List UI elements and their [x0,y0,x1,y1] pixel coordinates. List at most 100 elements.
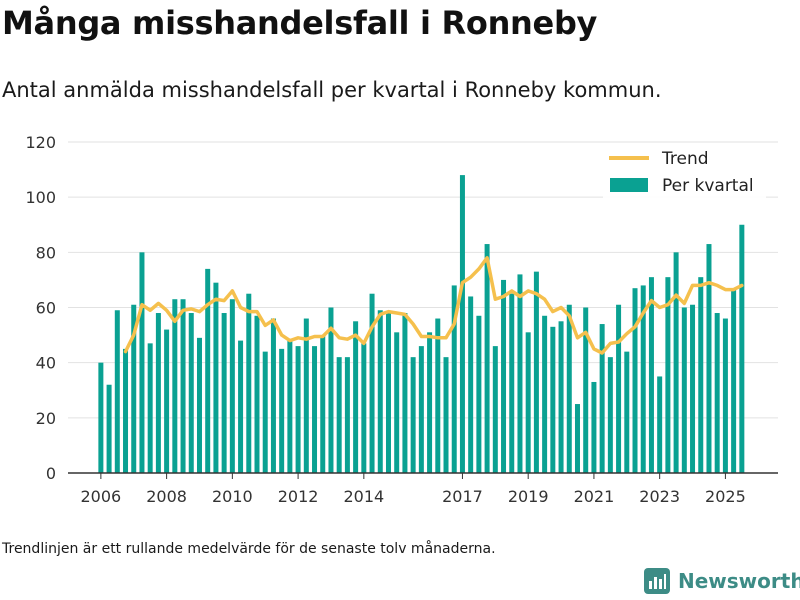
bar [722,318,728,473]
bar [312,346,318,473]
bar [698,277,704,473]
bar [591,381,597,473]
bar [739,224,745,473]
y-tick-label: 80 [36,243,56,262]
chart-subtitle: Antal anmälda misshandelsfall per kvarta… [2,78,662,102]
bar [492,346,498,473]
bar [706,244,712,473]
x-tick-label: 2006 [81,487,122,506]
x-tick-label: 2025 [705,487,746,506]
x-axis: 2006 2008 2010 2012 2014 2017 2019 2021 2023 2025 [68,472,778,506]
bar [361,343,367,473]
bar [106,384,112,473]
chart-title: Många misshandelsfall i Ronneby [2,4,598,42]
bar [336,357,342,473]
bar [353,321,359,473]
brand[interactable]: Newsworthy [644,568,800,594]
legend: Trend Per kvartal [603,144,766,210]
x-tick-label: 2019 [508,487,549,506]
x-tick-label: 2017 [442,487,483,506]
bar [517,274,523,473]
bar [320,335,326,473]
bar [270,318,276,473]
bar [410,357,416,473]
y-tick-label: 0 [46,464,56,483]
bar [246,293,252,473]
bar [344,357,350,473]
bar [279,348,285,473]
bar [287,340,293,473]
bar [229,299,235,473]
bar [328,307,334,473]
bar [196,337,202,473]
x-tick-label: 2014 [343,487,384,506]
bar-series [98,175,745,473]
bar [665,277,671,473]
bar [213,282,219,473]
bar [131,304,137,473]
bar [418,346,424,473]
trend-line [123,256,744,355]
y-tick-label: 120 [25,133,56,152]
bar [139,252,145,473]
bar [673,252,679,473]
x-tick-label: 2021 [574,487,615,506]
y-tick-label: 60 [36,299,56,318]
bar [640,285,646,473]
chart: 0 20 40 60 80 100 120 2006 2008 2010 2012 2014 2017… [25,133,778,506]
bar [476,315,482,473]
y-tick-label: 100 [25,188,56,207]
bar [550,326,556,473]
bar [377,310,383,473]
bar [731,288,737,473]
bar [690,304,696,473]
bar [262,351,268,473]
bar [681,307,687,473]
bar [254,315,260,473]
y-tick-label: 20 [36,409,56,428]
bar [542,315,548,473]
bar [574,404,580,473]
bar [501,279,507,473]
bar [303,318,309,473]
x-tick-label: 2008 [146,487,187,506]
newsworthy-logo-icon [644,568,670,594]
footnote: Trendlinjen är ett rullande medelvärde f… [2,541,496,557]
bar [714,313,720,473]
x-tick-label: 2012 [278,487,319,506]
legend-trend-label: Trend [661,149,709,169]
bar [632,288,638,473]
bar [624,351,630,473]
bar [657,376,663,473]
brand-name: Newsworthy [678,569,800,593]
bar [459,175,465,473]
x-tick-label: 2010 [212,487,253,506]
x-tick-label: 2023 [639,487,680,506]
bar [533,271,539,473]
bar [155,313,161,473]
bar [451,285,457,473]
legend-bar-label: Per kvartal [662,176,754,196]
bar [427,332,433,473]
bar [188,313,194,473]
bar [114,310,120,473]
bar [221,313,227,473]
bar [402,313,408,473]
bar [123,348,129,473]
bar [180,299,186,473]
bar [443,357,449,473]
bar [435,318,441,473]
bar [566,304,572,473]
bar [509,293,515,473]
bar [238,340,244,473]
bar [607,357,613,473]
legend-bar-swatch [610,178,648,192]
bar [484,244,490,473]
bar [385,313,391,473]
bar [98,362,104,473]
y-tick-label: 40 [36,354,56,373]
bar [616,304,622,473]
bar [468,296,474,473]
bar [558,321,564,473]
bar [205,268,211,473]
